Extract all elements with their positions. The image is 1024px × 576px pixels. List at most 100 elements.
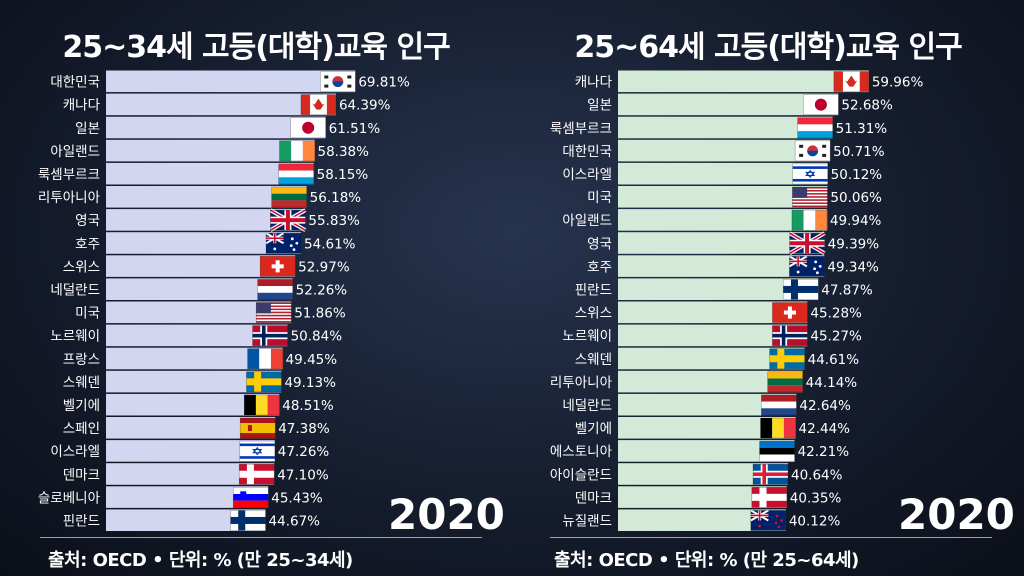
bar xyxy=(618,70,869,93)
dk-flag-icon xyxy=(238,463,275,485)
ca-flag-icon xyxy=(300,94,337,115)
gb-flag-icon xyxy=(788,231,826,256)
bar xyxy=(106,509,266,531)
value-label: 69.81% xyxy=(358,75,410,91)
value-label: 52.26% xyxy=(296,282,348,298)
value-label: 42.21% xyxy=(798,444,850,460)
nl-flag-icon xyxy=(761,394,797,416)
chart-panel-right: 25~64세 고등(대학)교육 인구 캐나다 59.96% 일본 52.68% 룩셈부르… xyxy=(512,0,1024,576)
value-label: 54.61% xyxy=(304,236,356,252)
bar xyxy=(618,509,786,531)
chart-title: 25~34세 고등(대학)교육 인구 xyxy=(62,30,450,65)
value-label: 50.06% xyxy=(830,190,882,206)
bar xyxy=(106,278,293,300)
bar xyxy=(106,370,282,393)
value-label: 49.94% xyxy=(830,213,882,229)
category-label: 스웨덴 xyxy=(575,352,612,368)
bar xyxy=(106,440,275,462)
lu-flag-icon xyxy=(278,163,314,185)
category-label: 벨기에 xyxy=(575,421,612,437)
nl-flag-icon xyxy=(257,279,293,300)
value-label: 45.27% xyxy=(810,329,862,345)
value-label: 50.84% xyxy=(291,329,343,345)
category-label: 캐나다 xyxy=(63,98,101,114)
es-flag-icon xyxy=(239,417,276,439)
bar xyxy=(618,186,828,208)
be-flag-icon xyxy=(243,394,280,416)
lu-flag-icon xyxy=(797,117,833,139)
category-label: 네덜란드 xyxy=(50,282,100,298)
bar xyxy=(106,209,306,231)
value-label: 49.34% xyxy=(827,259,879,275)
bar xyxy=(618,93,839,116)
value-label: 52.68% xyxy=(841,98,893,114)
value-label: 64.39% xyxy=(339,98,391,114)
category-label: 리투아니아 xyxy=(550,375,613,391)
category-label: 핀란드 xyxy=(575,282,612,298)
category-label: 이스라엘 xyxy=(50,444,100,460)
category-label: 룩셈부르크 xyxy=(550,121,612,137)
footer-divider xyxy=(40,537,482,538)
il-flag-icon xyxy=(239,440,276,462)
fr-flag-icon xyxy=(247,348,284,370)
bar xyxy=(618,139,831,162)
bar xyxy=(106,486,269,508)
bar xyxy=(618,116,833,139)
category-label: 덴마크 xyxy=(63,467,100,483)
bar xyxy=(618,486,787,508)
bar xyxy=(106,324,288,347)
category-label: 일본 xyxy=(75,121,100,137)
category-label: 스웨덴 xyxy=(63,375,100,391)
category-label: 스페인 xyxy=(63,421,100,437)
ee-flag-icon xyxy=(759,440,795,462)
category-label: 대한민국 xyxy=(562,144,612,160)
ch-flag-icon xyxy=(259,255,296,277)
bar xyxy=(618,162,828,185)
value-label: 45.43% xyxy=(271,490,323,506)
bar xyxy=(106,255,296,277)
au-flag-icon xyxy=(265,232,302,254)
lt-flag-icon xyxy=(271,186,307,208)
is-flag-icon xyxy=(752,463,789,485)
value-label: 51.86% xyxy=(294,306,346,322)
year-label: 2020 xyxy=(388,490,505,539)
bar-chart-25-64: 캐나다 59.96% 일본 52.68% 룩셈부르크 51.31% 대한민국 50.71% 이스… xyxy=(550,70,923,531)
ie-flag-icon xyxy=(279,140,315,162)
category-label: 미국 xyxy=(75,306,100,322)
bar xyxy=(618,463,789,485)
bar xyxy=(618,440,795,462)
category-label: 아일랜드 xyxy=(50,144,100,160)
category-label: 아일랜드 xyxy=(562,213,612,229)
chart-panel-left: 25~34세 고등(대학)교육 인구 대한민국 69.81% 캐나다 64.39% 일본… xyxy=(38,30,505,539)
value-label: 44.67% xyxy=(269,513,321,529)
bar xyxy=(618,278,819,300)
category-label: 노르웨이 xyxy=(562,329,612,345)
value-label: 40.35% xyxy=(790,490,842,506)
category-label: 프랑스 xyxy=(63,352,100,368)
no-flag-icon xyxy=(772,325,808,347)
value-label: 51.31% xyxy=(836,121,888,137)
value-label: 40.12% xyxy=(789,513,841,529)
category-label: 덴마크 xyxy=(575,490,612,506)
bar xyxy=(618,417,796,439)
category-label: 리투아니아 xyxy=(38,190,101,206)
value-label: 58.15% xyxy=(317,167,369,183)
value-label: 50.71% xyxy=(833,144,885,160)
category-label: 일본 xyxy=(587,98,612,114)
category-label: 뉴질랜드 xyxy=(562,513,612,529)
value-label: 49.39% xyxy=(828,236,880,252)
se-flag-icon xyxy=(769,348,805,370)
bar xyxy=(618,301,808,324)
value-label: 47.10% xyxy=(277,467,329,483)
value-label: 56.18% xyxy=(310,190,362,206)
dk-flag-icon xyxy=(751,486,788,508)
category-label: 영국 xyxy=(587,236,612,252)
bar xyxy=(106,232,302,254)
se-flag-icon xyxy=(246,371,282,393)
source-note: 출처: OECD • 단위: % (만 25~64세) xyxy=(554,550,859,571)
us-flag-icon xyxy=(255,302,292,323)
ca-flag-icon xyxy=(833,71,870,92)
bar xyxy=(618,232,825,254)
category-label: 아이슬란드 xyxy=(550,467,612,483)
nz-flag-icon xyxy=(750,509,787,531)
